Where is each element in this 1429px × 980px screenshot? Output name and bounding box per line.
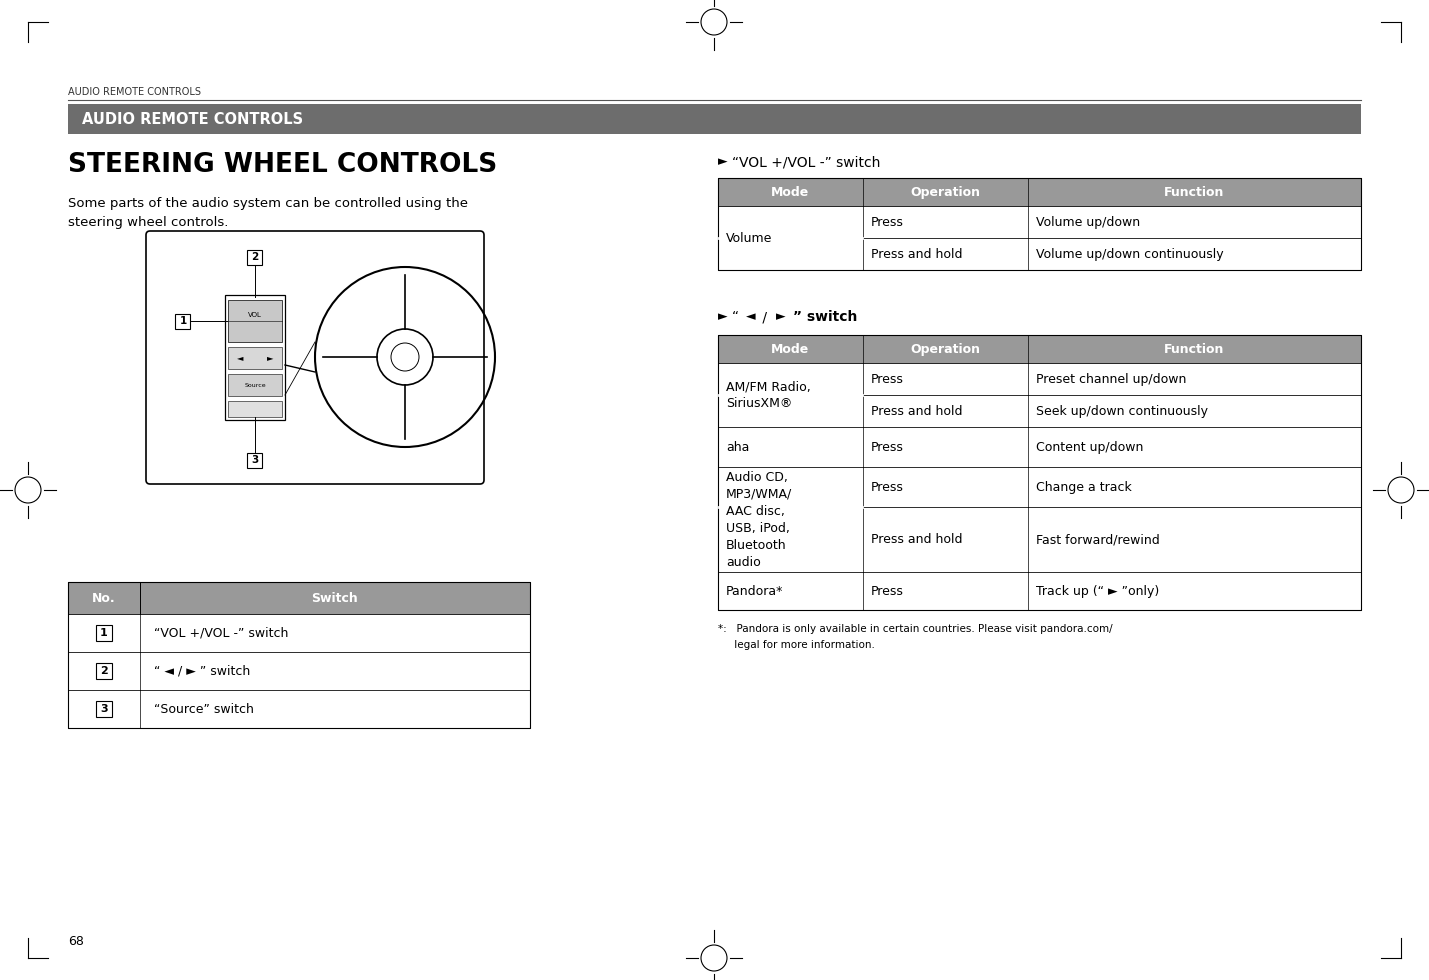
Bar [69,690,530,728]
FancyBboxPatch shape [146,231,484,484]
Text: AUDIO REMOTE CONTROLS: AUDIO REMOTE CONTROLS [81,112,303,126]
Text: Audio CD,
MP3/WMA/
AAC disc,
USB, iPod,
Bluetooth
audio: Audio CD, MP3/WMA/ AAC disc, USB, iPod, … [726,470,792,568]
Text: Volume up/down continuously: Volume up/down continuously [1036,248,1223,261]
Bar [96,625,111,641]
Text: 3: 3 [100,704,107,714]
Text: Some parts of the audio system can be controlled using the
steering wheel contro: Some parts of the audio system can be co… [69,197,469,229]
Text: Track up (“ ► ”only): Track up (“ ► ”only) [1036,584,1159,598]
Text: Press: Press [872,480,905,494]
Text: “VOL +/VOL -” switch: “VOL +/VOL -” switch [154,626,289,640]
Bar [717,467,1360,507]
Text: Volume: Volume [726,231,773,244]
Bar [229,300,282,342]
Text: Mode: Mode [772,185,810,199]
Bar [69,652,530,690]
Text: 2: 2 [100,666,107,676]
Text: 68: 68 [69,935,84,948]
Text: Content up/down: Content up/down [1036,440,1143,454]
Text: No.: No. [93,592,116,605]
Text: *:   Pandora is only available in certain countries. Please visit pandora.com/: *: Pandora is only available in certain … [717,624,1113,634]
Text: Switch: Switch [312,592,359,605]
Text: Press and hold: Press and hold [872,533,963,546]
Text: 3: 3 [252,455,259,465]
Text: 2: 2 [252,252,259,262]
Bar [229,347,282,369]
Bar [229,374,282,396]
Bar [717,363,1360,395]
Text: Operation: Operation [910,185,980,199]
Bar [69,614,530,652]
Text: Mode: Mode [772,342,810,356]
Text: Press: Press [872,440,905,454]
Text: Preset channel up/down: Preset channel up/down [1036,372,1186,385]
Text: Press and hold: Press and hold [872,248,963,261]
Bar [69,582,530,728]
Text: Seek up/down continuously: Seek up/down continuously [1036,405,1208,417]
Text: AUDIO REMOTE CONTROLS: AUDIO REMOTE CONTROLS [69,87,201,97]
Bar [717,335,1360,363]
Bar [717,178,1360,270]
Text: Press: Press [872,372,905,385]
Text: ►: ► [717,310,727,323]
Text: ” switch: ” switch [787,310,857,324]
Text: Fast forward/rewind: Fast forward/rewind [1036,533,1160,546]
Text: Change a track: Change a track [1036,480,1132,494]
Text: ◄: ◄ [746,310,756,323]
Bar [717,572,1360,610]
Text: Press: Press [872,584,905,598]
Bar [717,395,1360,427]
Text: 1: 1 [180,316,187,326]
Text: “VOL +/VOL -” switch: “VOL +/VOL -” switch [732,155,880,169]
Bar [96,701,111,717]
Text: ►: ► [717,155,727,168]
Text: ►: ► [776,310,786,323]
Text: /: / [757,310,772,324]
Bar [247,250,263,265]
Bar [717,507,1360,572]
Bar [717,238,1360,270]
Bar [247,453,263,467]
Bar [717,427,1360,467]
Text: Function: Function [1165,185,1225,199]
Text: VOL: VOL [249,312,262,318]
Bar [69,582,530,614]
Text: aha: aha [726,440,749,454]
Text: AM/FM Radio,
SiriusXM®: AM/FM Radio, SiriusXM® [726,380,810,410]
Bar [229,401,282,417]
Text: “Source” switch: “Source” switch [154,703,254,715]
Text: Pandora*: Pandora* [726,584,783,598]
Bar [224,295,284,420]
Bar [69,104,1360,134]
Text: Volume up/down: Volume up/down [1036,216,1140,228]
Text: Press: Press [872,216,905,228]
Text: legal for more information.: legal for more information. [717,640,875,650]
Text: Operation: Operation [910,342,980,356]
Text: STEERING WHEEL CONTROLS: STEERING WHEEL CONTROLS [69,152,497,178]
Text: Press and hold: Press and hold [872,405,963,417]
Bar [717,178,1360,206]
Bar [176,314,190,328]
Bar [717,335,1360,610]
Text: “: “ [732,310,743,324]
Text: 1: 1 [100,628,107,638]
Text: ►: ► [267,354,273,363]
Text: ◄: ◄ [237,354,243,363]
Bar [96,663,111,679]
Text: Source: Source [244,382,266,387]
Bar [717,206,1360,238]
Text: “ ◄ / ► ” switch: “ ◄ / ► ” switch [154,664,250,677]
Text: Function: Function [1165,342,1225,356]
